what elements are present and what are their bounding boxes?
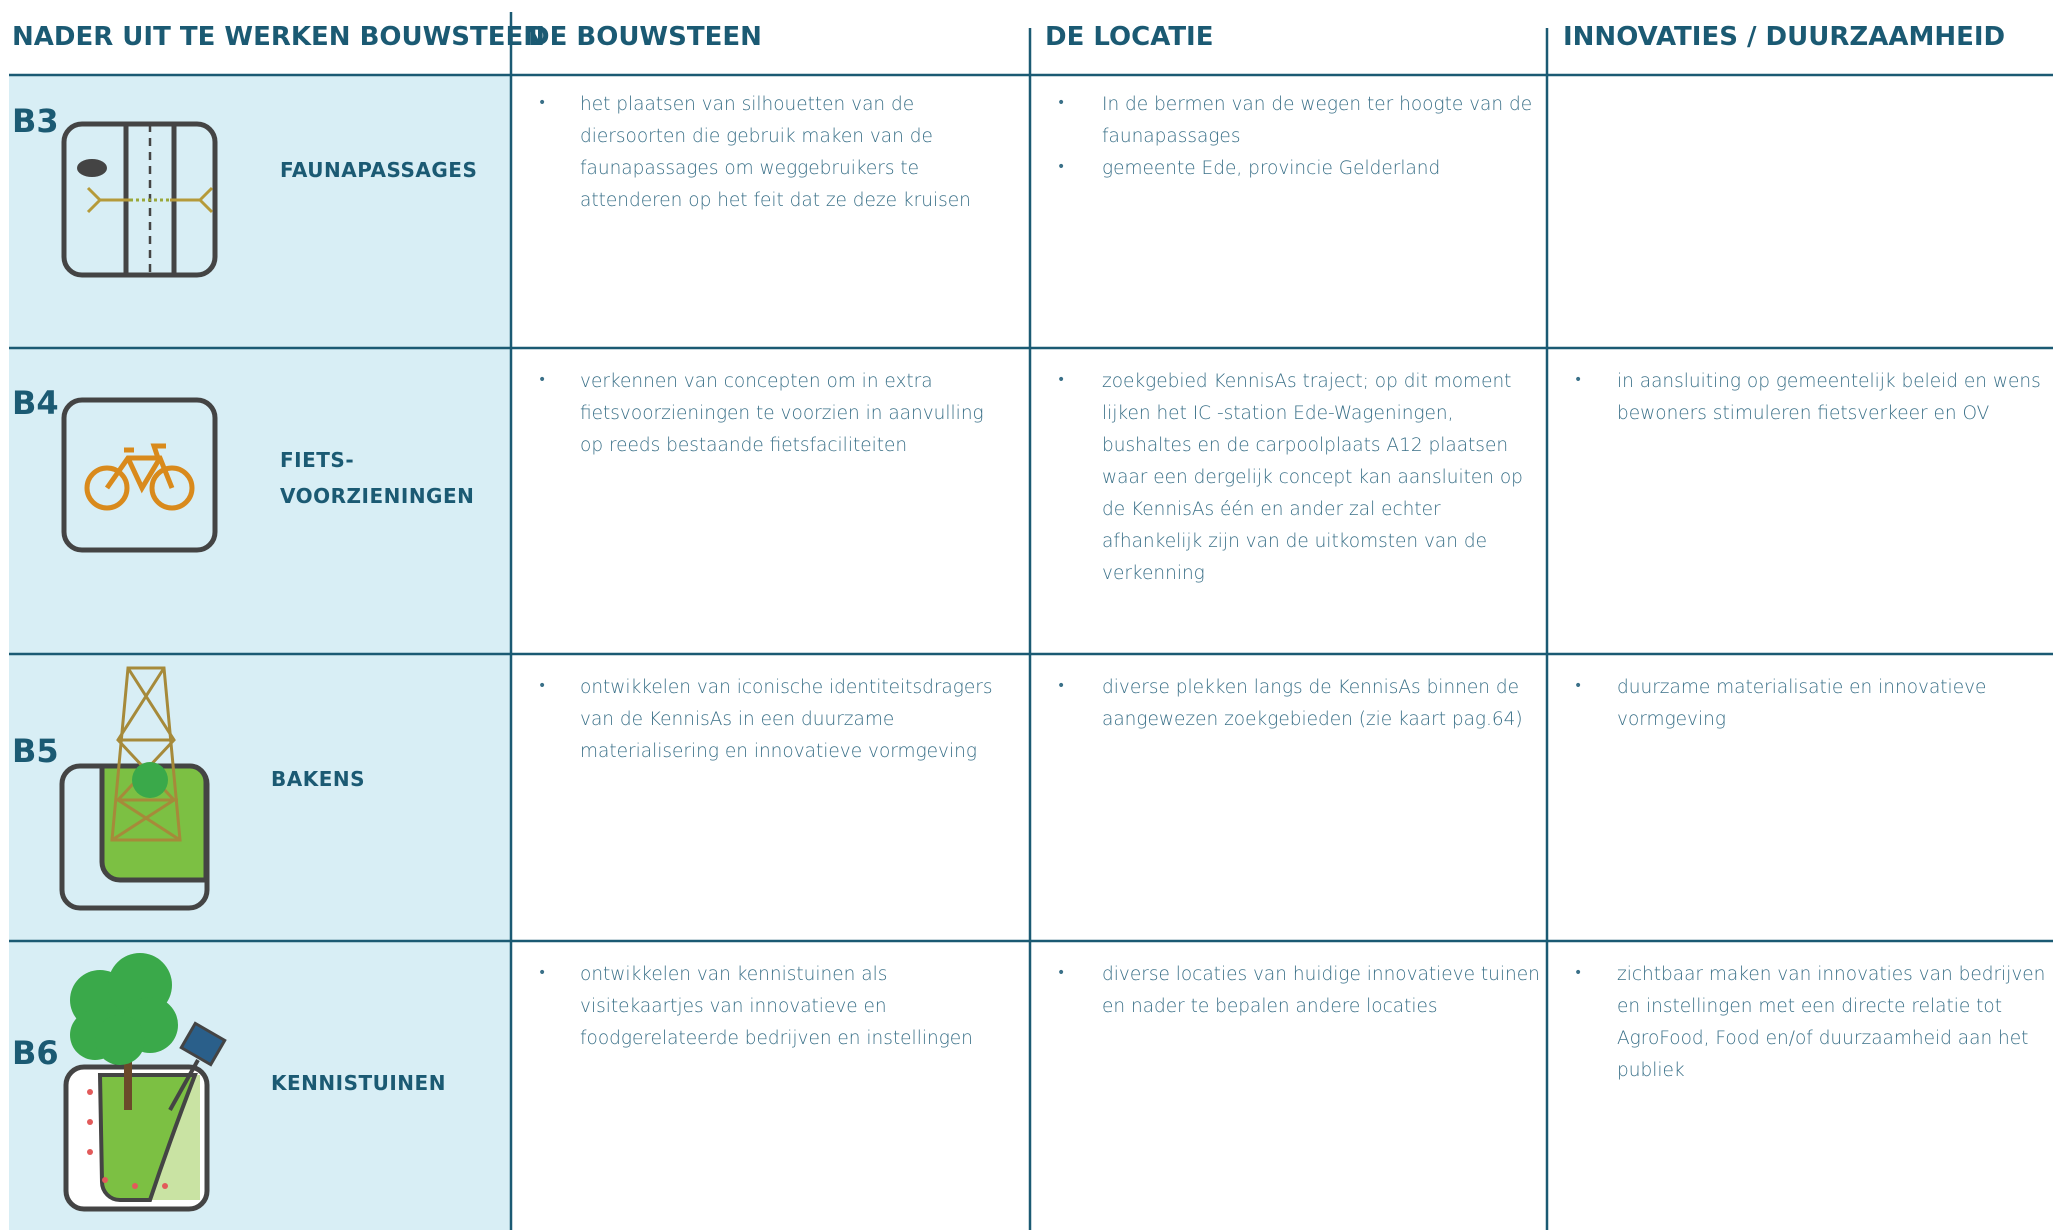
bullet-text: zoekgebied KennisAs traject; op dit mome… xyxy=(1102,371,1523,584)
bullet-text: verkennen van concepten om in extra fiet… xyxy=(580,371,984,456)
bullet: • xyxy=(1057,372,1066,388)
row-code: B4 xyxy=(12,384,59,422)
bullet: • xyxy=(1057,159,1066,175)
bullet: • xyxy=(538,95,547,111)
bullet: • xyxy=(1057,95,1066,111)
bullet: • xyxy=(1574,965,1583,981)
bullet-text: het plaatsen van silhouetten van de dier… xyxy=(580,94,971,211)
bullet-text: In de bermen van de wegen ter hoogte van… xyxy=(1102,94,1533,147)
row-code: B6 xyxy=(12,1034,59,1072)
row-name: BAKENS xyxy=(271,767,366,791)
column-header: INNOVATIES / DUURZAAMHEID xyxy=(1563,22,2006,52)
row-name: FAUNAPASSAGES xyxy=(280,158,478,182)
bullet: • xyxy=(538,678,547,694)
row-code: B3 xyxy=(12,102,59,140)
bullet: • xyxy=(538,965,547,981)
bullet: • xyxy=(1574,372,1583,388)
column-header: NADER UIT TE WERKEN BOUWSTEEN xyxy=(12,22,546,52)
bullet-text: diverse locaties van huidige innovatieve… xyxy=(1102,964,1540,1017)
bullet-text: in aansluiting op gemeentelijk beleid en… xyxy=(1617,371,2041,424)
row-name: VOORZIENINGEN xyxy=(280,484,475,508)
bullet-text: zichtbaar maken van innovaties van bedri… xyxy=(1617,964,2046,1081)
bullet-text: diverse plekken langs de KennisAs binnen… xyxy=(1102,677,1523,730)
bullet-text: gemeente Ede, provincie Gelderland xyxy=(1102,158,1441,179)
bullet-text: ontwikkelen van iconische identiteitsdra… xyxy=(580,677,993,762)
beacon-icon xyxy=(59,666,210,911)
garden-icon xyxy=(63,953,227,1212)
fauna-icon xyxy=(61,121,218,278)
bullet: • xyxy=(1057,678,1066,694)
bullet: • xyxy=(538,372,547,388)
row-name: KENNISTUINEN xyxy=(271,1071,446,1095)
bullet-text: duurzame materialisatie en innovatieve v… xyxy=(1617,677,1987,730)
bike-icon xyxy=(61,397,218,553)
column-header: DE BOUWSTEEN xyxy=(528,22,762,52)
bullet: • xyxy=(1574,678,1583,694)
column-header: DE LOCATIE xyxy=(1045,22,1214,52)
bullet: • xyxy=(1057,965,1066,981)
row-name: FIETS- xyxy=(280,448,355,472)
bullet-text: ontwikkelen van kennistuinen als visitek… xyxy=(580,964,973,1049)
row-code: B5 xyxy=(12,732,59,770)
